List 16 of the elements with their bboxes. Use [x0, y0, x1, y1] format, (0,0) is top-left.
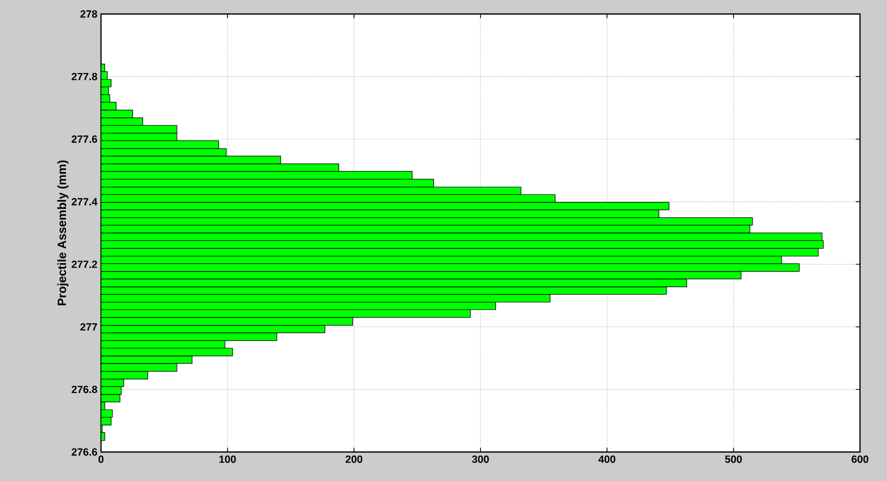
y-tick-label: 277.2	[72, 260, 98, 268]
x-tick-label: 400	[598, 456, 616, 463]
y-tick-label: 277.6	[72, 135, 98, 143]
y-tick-label: 277.4	[72, 198, 98, 206]
y-tick-label: 277.8	[72, 72, 98, 80]
x-tick-label: 0	[98, 456, 104, 463]
y-tick-label: 276.8	[72, 386, 98, 394]
y-axis-title: Projectile Assembly (mm)	[57, 160, 68, 306]
y-tick-label: 276.6	[72, 448, 98, 456]
y-tick-label: 278	[80, 10, 98, 18]
y-tick-label: 277	[80, 323, 98, 330]
x-tick-label: 500	[725, 456, 742, 463]
x-tick-label: 600	[852, 456, 868, 463]
x-tick-label: 200	[346, 456, 362, 463]
x-tick-label: 300	[472, 456, 489, 463]
x-tick-label: 100	[219, 456, 236, 463]
